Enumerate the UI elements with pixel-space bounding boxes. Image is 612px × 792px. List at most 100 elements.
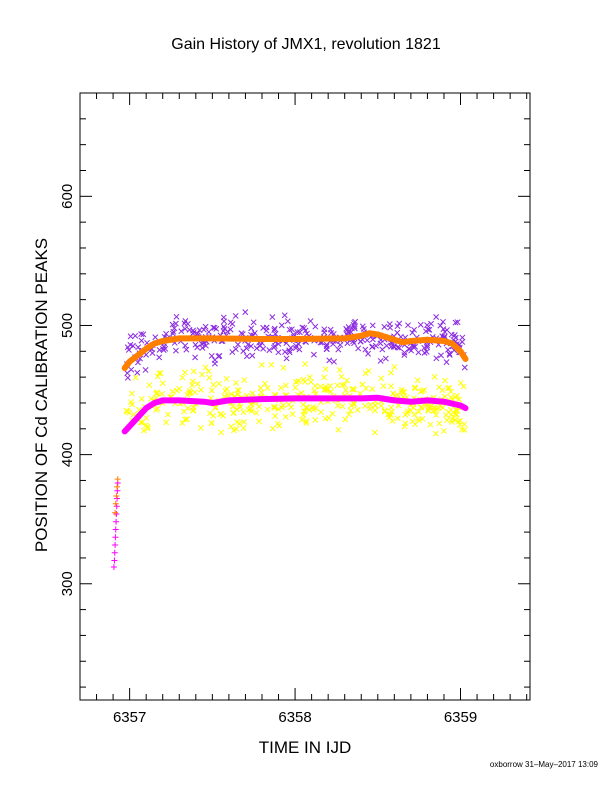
scatter-point-0 <box>208 352 215 359</box>
scatter-point-2 <box>208 387 215 394</box>
scatter-point-0 <box>271 344 277 351</box>
scatter-point-2 <box>257 385 264 392</box>
scatter-point-0 <box>152 334 159 341</box>
scatter-point-2 <box>454 408 460 414</box>
scatter-point-2 <box>157 370 164 377</box>
y-tick-label: 600 <box>59 184 76 209</box>
scatter-point-2 <box>421 387 428 393</box>
scatter-point-0 <box>390 343 397 350</box>
scatter-point-2 <box>351 386 358 393</box>
scatter-point-0 <box>415 349 422 356</box>
scatter-point-2 <box>159 380 166 387</box>
scatter-point-0 <box>365 350 371 357</box>
scatter-point-2 <box>241 377 248 384</box>
scatter-point-0 <box>281 312 288 319</box>
y-tick-label: 300 <box>59 571 76 596</box>
scatter-point-0 <box>149 350 156 357</box>
scatter-point-2 <box>224 392 231 399</box>
scatter-point-0 <box>369 322 376 329</box>
scatter-point-2 <box>268 361 275 368</box>
y-tick-label: 500 <box>59 313 76 338</box>
scatter-point-2 <box>400 389 407 396</box>
scatter-point-0 <box>171 325 178 332</box>
scatter-point-2 <box>280 364 287 371</box>
scatter-point-0 <box>286 347 293 354</box>
scatter-point-2 <box>419 387 426 394</box>
scatter-point-0 <box>124 374 131 381</box>
scatter-point-2 <box>189 382 196 389</box>
scatter-point-2 <box>461 427 468 433</box>
scatter-point-2 <box>440 428 447 434</box>
scatter-point-2 <box>229 403 236 410</box>
scatter-point-2 <box>326 415 332 422</box>
scatter-point-0 <box>411 326 418 333</box>
scatter-point-2 <box>206 410 213 417</box>
scatter-point-0 <box>288 326 295 333</box>
scatter-point-2 <box>447 388 454 395</box>
scatter-point-2 <box>298 390 305 397</box>
scatter-point-0 <box>296 329 303 336</box>
scatter-point-0 <box>156 346 163 353</box>
scatter-point-0 <box>142 366 149 373</box>
scatter-point-2 <box>210 412 217 419</box>
scatter-point-0 <box>446 352 453 358</box>
scatter-point-0 <box>327 326 334 333</box>
scatter-point-2 <box>402 411 409 418</box>
scatter-point-2 <box>414 416 421 422</box>
scatter-point-2 <box>433 412 440 419</box>
scatter-point-2 <box>304 404 310 411</box>
scatter-point-2 <box>317 383 324 390</box>
scatter-point-2 <box>184 416 190 423</box>
scatter-point-0 <box>220 328 227 335</box>
scatter-point-0 <box>307 318 314 325</box>
scatter-point-2 <box>343 377 350 384</box>
scatter-point-2 <box>179 420 186 427</box>
scatter-point-2 <box>292 384 299 391</box>
scatter-point-2 <box>197 386 204 393</box>
scatter-point-2 <box>288 404 295 411</box>
scatter-point-2 <box>372 407 378 414</box>
scatter-point-0 <box>446 350 453 357</box>
scatter-point-2 <box>436 420 443 427</box>
scatter-point-2 <box>199 371 205 378</box>
scatter-point-0 <box>132 332 139 339</box>
scatter-point-2 <box>448 418 455 425</box>
scatter-point-0 <box>205 328 212 335</box>
scatter-point-0 <box>433 355 440 362</box>
fit-line-1 <box>121 330 469 372</box>
scatter-point-2 <box>164 411 171 418</box>
scatter-point-2 <box>348 402 355 409</box>
scatter-point-2 <box>299 416 305 423</box>
scatter-point-2 <box>218 411 225 417</box>
scatter-point-0 <box>326 357 333 364</box>
scatter-point-2 <box>349 386 356 393</box>
scatter-point-2 <box>455 418 462 425</box>
scatter-point-2 <box>369 386 376 392</box>
scatter-point-2 <box>293 378 300 385</box>
scatter-point-2 <box>139 419 145 426</box>
scatter-point-2 <box>234 419 241 426</box>
scatter-point-2 <box>186 390 193 397</box>
scatter-point-0 <box>156 354 163 361</box>
scatter-point-0 <box>192 354 199 361</box>
scatter-point-0 <box>182 325 189 332</box>
scatter-point-2 <box>339 403 346 410</box>
scatter-point-0 <box>321 329 328 336</box>
scatter-point-2 <box>456 396 463 403</box>
scatter-point-2 <box>431 373 438 380</box>
scatter-point-2 <box>223 375 230 382</box>
scatter-point-0 <box>461 364 468 371</box>
scatter-point-2 <box>418 404 424 411</box>
scatter-point-2 <box>371 429 378 436</box>
scatter-point-2 <box>312 416 319 423</box>
plus-point-4 <box>112 526 119 533</box>
scatter-point-2 <box>282 382 289 389</box>
scatter-point-2 <box>357 390 364 397</box>
scatter-point-2 <box>143 415 150 421</box>
scatter-point-0 <box>381 323 388 330</box>
scatter-point-0 <box>248 343 254 350</box>
scatter-point-0 <box>344 340 351 347</box>
axis-ticks <box>79 92 530 700</box>
scatter-point-2 <box>311 387 318 394</box>
